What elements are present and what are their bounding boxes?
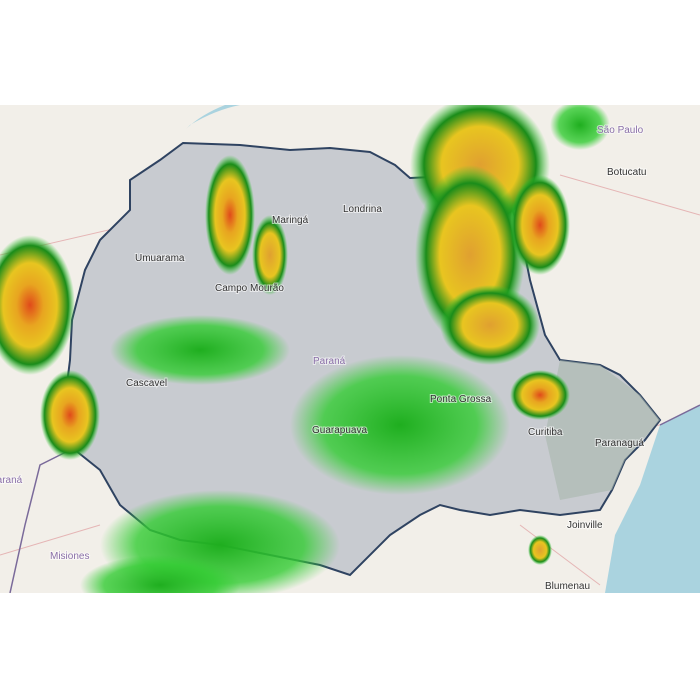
label-maringa: Maringá — [272, 215, 309, 226]
radar-precipitation — [0, 105, 610, 593]
ocean — [605, 405, 700, 593]
label-cascavel: Cascavel — [126, 378, 167, 389]
label-londrina: Londrina — [343, 204, 382, 215]
coastal-region — [545, 360, 660, 500]
label-umuarama: Umuarama — [135, 253, 185, 264]
label-curitiba: Curitiba — [528, 427, 563, 438]
state-border-sp — [659, 404, 700, 426]
radar-map[interactable]: Umuarama Campo Mourão Maringá Londrina C… — [0, 105, 700, 593]
label-misiones: Misiones — [50, 551, 89, 562]
label-ponta-grossa: Ponta Grossa — [430, 394, 492, 405]
label-joinville: Joinville — [567, 520, 603, 531]
map-labels: Umuarama Campo Mourão Maringá Londrina C… — [0, 124, 647, 593]
label-paranagua: Paranaguá — [595, 438, 644, 449]
label-blumenau: Blumenau — [545, 581, 590, 592]
label-parana-py: Paraná — [0, 475, 23, 486]
label-guarapuava: Guarapuava — [312, 425, 367, 436]
label-parana-state: Paraná — [313, 356, 346, 367]
label-botucatu: Botucatu — [607, 167, 646, 178]
label-campo-mourao: Campo Mourão — [215, 283, 284, 294]
label-sao-paulo: São Paulo — [597, 125, 644, 136]
border-argentina — [9, 449, 71, 593]
